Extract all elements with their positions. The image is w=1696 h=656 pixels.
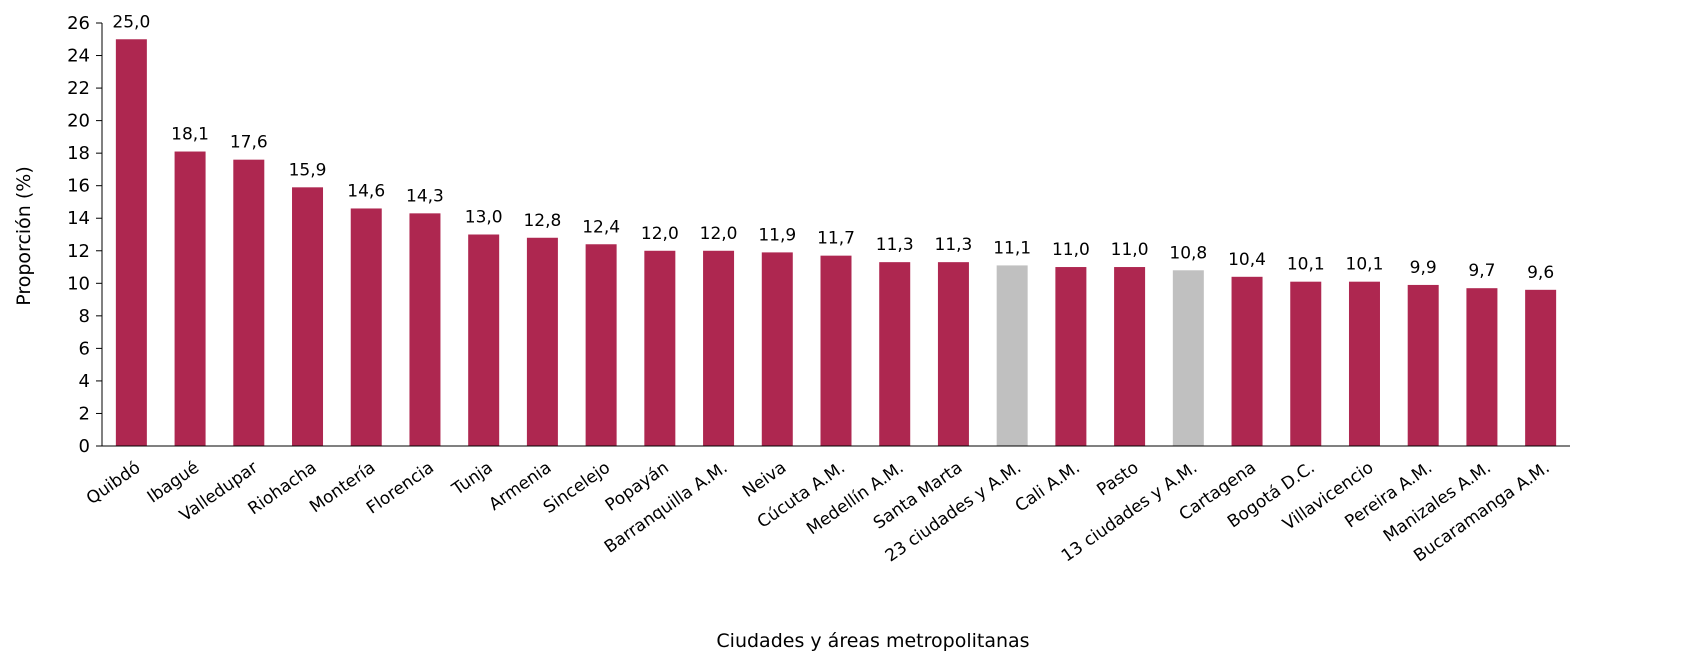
category-label: Florencia [363,458,438,519]
y-tick-label: 26 [67,13,90,34]
y-tick-label: 20 [67,111,90,132]
bar [703,250,735,446]
bar [1525,289,1557,446]
bar [409,213,441,446]
bar [644,250,676,446]
bar [1407,284,1439,446]
x-axis-title: Ciudades y áreas metropolitanas [716,630,1029,652]
x-axis: Quibdó IbaguéValleduparRiohachaMonteríaFl… [83,445,1570,566]
data-label: 11,3 [876,235,914,255]
data-label: 11,9 [758,225,796,245]
data-label: 15,9 [289,160,327,180]
data-label: 10,4 [1228,250,1266,270]
bar [996,265,1028,446]
y-tick-label: 4 [79,371,90,392]
bar [468,234,500,446]
category-label: Sincelejo [540,458,614,518]
data-label: 14,6 [347,181,385,201]
bar [174,151,206,446]
category-label: Tunja [448,458,497,500]
data-label: 13,0 [465,208,503,228]
bar [233,159,265,446]
data-label: 17,6 [230,133,268,153]
y-tick-label: 10 [67,273,90,294]
y-tick-label: 8 [79,306,90,327]
y-tick-label: 6 [79,338,90,359]
category-label: Cali A.M. [1012,458,1084,517]
y-tick-label: 2 [79,403,90,424]
bar [879,262,911,446]
bar [1290,281,1322,446]
data-label: 11,7 [817,229,855,249]
bar [115,39,147,447]
y-tick-label: 18 [67,143,90,164]
bar [585,244,617,446]
bar [820,255,852,446]
bar [1466,288,1498,446]
data-label: 11,1 [993,238,1031,258]
y-tick-label: 12 [67,241,90,262]
bar [350,208,382,446]
data-label: 12,8 [523,211,561,231]
y-tick-label: 14 [67,208,90,229]
bar [761,252,793,446]
data-label: 10,1 [1346,255,1384,275]
y-tick-label: 16 [67,176,90,197]
bar [937,262,969,446]
data-label: 11,3 [935,235,973,255]
y-tick-label: 0 [79,436,90,457]
bar [1055,267,1087,446]
data-label: 9,7 [1468,261,1495,281]
y-tick-label: 22 [67,78,90,99]
bar [1348,281,1380,446]
data-label: 10,8 [1169,243,1207,263]
bar [1172,270,1204,446]
bar [526,237,558,446]
data-label: 12,4 [582,217,620,237]
bar [292,187,324,447]
data-label: 25,0 [112,12,150,32]
data-label: 18,1 [171,125,209,145]
data-label: 11,0 [1052,240,1090,260]
data-label: 9,6 [1527,263,1554,283]
category-label: Pasto [1093,458,1142,501]
data-label: 10,1 [1287,255,1325,275]
data-label: 12,0 [641,224,679,244]
y-axis-title: Proporción (%) [13,166,35,306]
data-label: 14,3 [406,186,444,206]
data-label: 12,0 [700,224,738,244]
category-label: Quibdó [83,458,144,509]
bar [1231,276,1263,446]
bar [1114,267,1146,446]
data-label: 11,0 [1111,240,1149,260]
data-label: 9,9 [1410,258,1437,278]
y-tick-label: 24 [67,46,90,67]
bars: 25,0 18,1 17,6 15,9 14,6 14,3 13,0 12,8 12,4 12,0… [112,12,1557,447]
